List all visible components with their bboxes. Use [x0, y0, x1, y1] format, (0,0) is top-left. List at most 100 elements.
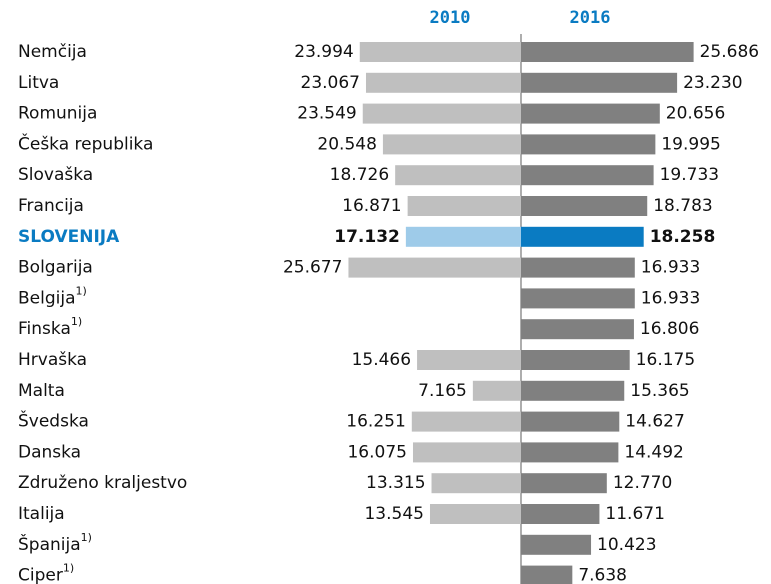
- value-label: 16.251: [346, 412, 405, 432]
- value-label: 20.656: [666, 104, 725, 124]
- value-label: 19.995: [661, 134, 720, 154]
- bar: [365, 72, 521, 93]
- bar: [429, 504, 521, 524]
- value-label: 17.132: [334, 227, 400, 247]
- value-label: 7.165: [418, 381, 467, 401]
- category-name: Francija: [18, 196, 84, 216]
- category-label: Belgija1): [18, 284, 87, 308]
- value-label: 16.806: [640, 319, 699, 339]
- bar: [521, 196, 648, 216]
- category-name: Slovaška: [18, 165, 93, 185]
- category-label: SLOVENIJA: [18, 227, 120, 247]
- value-label: 13.315: [366, 473, 425, 493]
- category-name: Združeno kraljestvo: [18, 473, 187, 493]
- bar: [521, 380, 625, 401]
- footnote-marker: 1): [81, 531, 92, 544]
- bar: [521, 226, 644, 247]
- value-label: 23.230: [683, 73, 742, 93]
- bar: [407, 196, 521, 216]
- category-label: Litva: [18, 73, 59, 93]
- bar: [521, 72, 678, 93]
- value-label: 16.075: [347, 442, 406, 462]
- category-name: Španija: [18, 533, 81, 555]
- bar: [521, 565, 573, 584]
- category-name: SLOVENIJA: [18, 227, 120, 247]
- category-name: Danska: [18, 442, 81, 462]
- bar: [521, 504, 600, 524]
- bar: [405, 226, 521, 247]
- bar: [412, 442, 521, 463]
- footnote-marker: 1): [71, 315, 82, 328]
- value-label: 14.492: [624, 442, 683, 462]
- category-name: Finska: [18, 319, 71, 339]
- bar: [362, 103, 521, 124]
- category-label: Hrvaška: [18, 350, 87, 370]
- value-label: 23.067: [301, 73, 360, 93]
- category-name: Bolgarija: [18, 258, 93, 278]
- series-header: 2016: [570, 8, 611, 28]
- bar: [521, 103, 660, 124]
- category-label: Švedska: [18, 410, 89, 432]
- category-label: Slovaška: [18, 165, 93, 185]
- category-label: Romunija: [18, 104, 97, 124]
- bar: [521, 288, 635, 309]
- category-label: Nemčija: [18, 42, 87, 62]
- value-label: 18.726: [330, 165, 389, 185]
- category-label: Finska1): [18, 315, 82, 339]
- bar: [521, 257, 635, 278]
- category-name: Italija: [18, 504, 65, 524]
- bar: [521, 42, 694, 62]
- footnote-marker: 1): [76, 284, 87, 297]
- value-label: 16.175: [636, 350, 695, 370]
- category-label: Malta: [18, 381, 65, 401]
- bar: [521, 534, 592, 555]
- value-label: 23.994: [294, 42, 353, 62]
- series-header: 2010: [430, 8, 471, 28]
- category-name: Hrvaška: [18, 350, 87, 370]
- bar: [382, 134, 521, 155]
- bar: [521, 473, 607, 494]
- bar: [521, 165, 654, 186]
- value-label: 25.686: [700, 42, 759, 62]
- bar: [417, 350, 521, 370]
- bar: [521, 134, 656, 155]
- value-label: 11.671: [605, 504, 664, 524]
- category-name: Nemčija: [18, 42, 87, 62]
- value-label: 18.258: [650, 227, 716, 247]
- value-label: 19.733: [660, 165, 719, 185]
- category-name: Malta: [18, 381, 65, 401]
- category-label: Češka republika: [18, 132, 153, 154]
- bar: [521, 319, 634, 340]
- footnote-marker: 1): [63, 562, 74, 575]
- bar: [521, 442, 619, 463]
- value-label: 23.549: [297, 104, 356, 124]
- category-name: Romunija: [18, 104, 97, 124]
- value-label: 18.783: [653, 196, 712, 216]
- value-label: 16.933: [641, 258, 700, 278]
- value-label: 15.365: [630, 381, 689, 401]
- category-name: Švedska: [18, 410, 89, 432]
- value-label: 14.627: [625, 412, 684, 432]
- bar: [521, 350, 630, 370]
- value-label: 7.638: [578, 566, 627, 584]
- value-label: 15.466: [352, 350, 411, 370]
- bar: [521, 411, 620, 432]
- value-label: 10.423: [597, 535, 656, 555]
- value-label: 12.770: [613, 473, 672, 493]
- category-label: Združeno kraljestvo: [18, 473, 187, 493]
- value-label: 25.677: [283, 258, 342, 278]
- bar: [359, 42, 521, 62]
- value-label: 13.545: [364, 504, 423, 524]
- value-label: 16.871: [342, 196, 401, 216]
- category-label: Danska: [18, 442, 81, 462]
- category-name: Litva: [18, 73, 59, 93]
- bar: [411, 411, 521, 432]
- category-label: Španija1): [18, 531, 92, 555]
- category-name: Ciper: [18, 566, 63, 584]
- category-name: Češka republika: [18, 132, 153, 154]
- category-label: Bolgarija: [18, 258, 93, 278]
- bar: [472, 380, 521, 401]
- category-label: Italija: [18, 504, 65, 524]
- value-label: 16.933: [641, 288, 700, 308]
